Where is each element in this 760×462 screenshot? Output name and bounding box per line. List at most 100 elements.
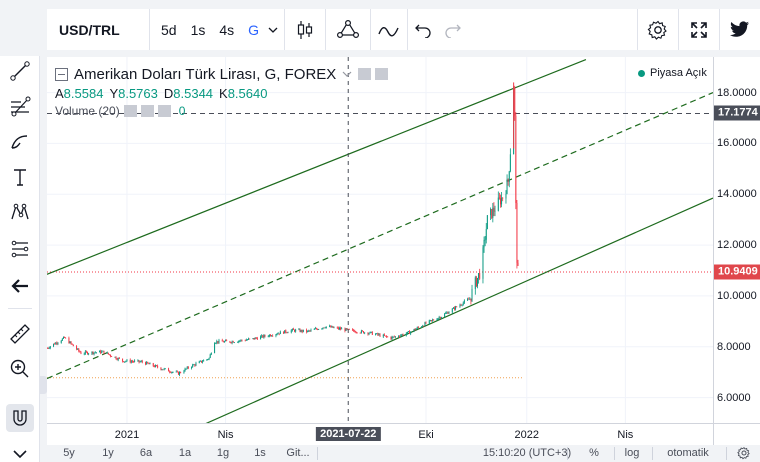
- range-1a-button[interactable]: 1a: [178, 447, 192, 459]
- candle-body: [195, 363, 197, 366]
- volume-remove-icon[interactable]: [157, 105, 171, 117]
- auto-scale-button[interactable]: otomatik: [667, 447, 709, 459]
- candle-body: [154, 365, 156, 367]
- timeframe-dropdown-icon[interactable]: [266, 9, 280, 50]
- candle-body: [71, 343, 73, 345]
- title-dropdown-icon[interactable]: [340, 69, 354, 79]
- candle-body: [415, 328, 417, 330]
- chart-pane[interactable]: [47, 57, 713, 423]
- goto-date-button[interactable]: Git...: [286, 447, 310, 459]
- candle-body: [48, 348, 50, 349]
- candles-icon[interactable]: [285, 9, 325, 50]
- candle-body: [416, 327, 418, 329]
- compare-icon[interactable]: [371, 9, 407, 50]
- chevron-down-icon[interactable]: [6, 440, 34, 462]
- prediction-tool-icon[interactable]: [6, 235, 34, 263]
- high-key: Y: [109, 86, 119, 101]
- timeframe-5d[interactable]: 5d: [161, 21, 177, 38]
- candle-body: [255, 337, 257, 339]
- time-scale[interactable]: 2021 Nis Eki 2022 Nis 2021-07-22: [47, 423, 713, 445]
- chart-settings-gear-icon[interactable]: [737, 446, 751, 462]
- candle-body: [223, 341, 225, 343]
- volume-settings-icon[interactable]: [140, 105, 154, 117]
- percent-scale-button[interactable]: %: [589, 447, 599, 459]
- settings-gear-icon[interactable]: [638, 9, 678, 50]
- candle-body: [284, 330, 286, 334]
- log-scale-button[interactable]: log: [624, 447, 640, 459]
- magnet-icon[interactable]: [6, 404, 34, 432]
- candle-body: [384, 335, 386, 337]
- series-settings-icon[interactable]: [375, 68, 389, 80]
- visibility-icon[interactable]: [358, 68, 372, 80]
- range-1s-button[interactable]: 1s: [254, 447, 266, 459]
- candle-body: [509, 154, 511, 172]
- candle-body: [100, 350, 102, 354]
- drawing-toolbar: [0, 0, 40, 462]
- candle-body: [193, 364, 195, 366]
- sidebar-toggle[interactable]: [40, 376, 47, 394]
- candle-body: [501, 197, 503, 205]
- open-value: 8.5584: [63, 86, 104, 101]
- candle-body: [169, 371, 171, 373]
- candle-body: [129, 359, 131, 363]
- candle-body: [61, 338, 63, 341]
- text-tool-icon[interactable]: [6, 163, 34, 191]
- ruler-icon[interactable]: [6, 320, 34, 348]
- candle-body: [364, 332, 366, 334]
- clock-timezone[interactable]: 15:10:20 (UTC+3): [482, 447, 572, 459]
- zoom-icon[interactable]: [6, 355, 34, 383]
- arrow-back-icon[interactable]: [6, 272, 34, 300]
- channel-line-upper[interactable]: [47, 58, 587, 275]
- candle-body: [198, 361, 200, 364]
- candle-body: [498, 197, 500, 199]
- collapse-legend-icon[interactable]: [55, 67, 68, 81]
- series-title[interactable]: Amerikan Doları Türk Lirası, G, FOREX: [74, 65, 337, 83]
- candle-body: [54, 343, 56, 345]
- candle-body: [217, 341, 219, 343]
- candle-body: [218, 340, 220, 343]
- candle-body: [391, 336, 393, 339]
- candle-body: [308, 330, 310, 332]
- candle-body: [139, 361, 141, 363]
- candle-body: [378, 334, 380, 336]
- volume-label[interactable]: Volume (20): [55, 104, 120, 118]
- candle-body: [402, 334, 404, 336]
- fullscreen-icon[interactable]: [679, 9, 719, 50]
- toolbar-divider: [325, 9, 327, 50]
- channel-line-lower[interactable]: [201, 197, 713, 423]
- brush-tool-icon[interactable]: [6, 128, 34, 156]
- timeframe-4s[interactable]: 4s: [219, 21, 235, 38]
- candle-body: [306, 329, 308, 332]
- candle-body: [406, 331, 408, 334]
- redo-icon[interactable]: [438, 9, 468, 50]
- low-value: 8.5344: [173, 86, 214, 101]
- trend-line-tool-icon[interactable]: [6, 57, 34, 85]
- range-6a-button[interactable]: 6a: [139, 447, 153, 459]
- candle-body: [436, 319, 438, 321]
- candle-body: [183, 371, 185, 373]
- price-tick-label: 8.0000: [717, 340, 751, 353]
- channel-line-middle[interactable]: [47, 92, 713, 380]
- candle-body: [263, 335, 265, 338]
- symbol-search-button[interactable]: USD/TRL: [59, 21, 120, 38]
- toolbar-divider: [370, 9, 372, 50]
- indicators-icon[interactable]: [326, 9, 370, 50]
- ohlc-values: A8.5584 Y8.5763 D8.5344 K8.5640: [55, 86, 388, 101]
- pattern-tool-icon[interactable]: [6, 198, 34, 226]
- candle-body: [469, 298, 471, 300]
- candle-body: [157, 365, 159, 368]
- volume-visibility-icon[interactable]: [123, 105, 137, 117]
- channel-lines[interactable]: [47, 58, 713, 423]
- range-5y-button[interactable]: 5y: [63, 447, 75, 459]
- range-1g-button[interactable]: 1g: [216, 447, 230, 459]
- twitter-share-icon[interactable]: [720, 9, 760, 50]
- fib-tool-icon[interactable]: [6, 92, 34, 120]
- candle-body: [106, 352, 108, 354]
- price-chart[interactable]: [47, 57, 713, 423]
- timeframe-g[interactable]: G: [248, 21, 260, 38]
- range-1y-button[interactable]: 1y: [102, 447, 114, 459]
- timeframe-1s[interactable]: 1s: [190, 21, 206, 38]
- price-scale[interactable]: 18.0000 16.0000 14.0000 12.0000 10.0000 8.000…: [713, 57, 760, 423]
- undo-icon[interactable]: [408, 9, 438, 50]
- candle-body: [56, 342, 58, 344]
